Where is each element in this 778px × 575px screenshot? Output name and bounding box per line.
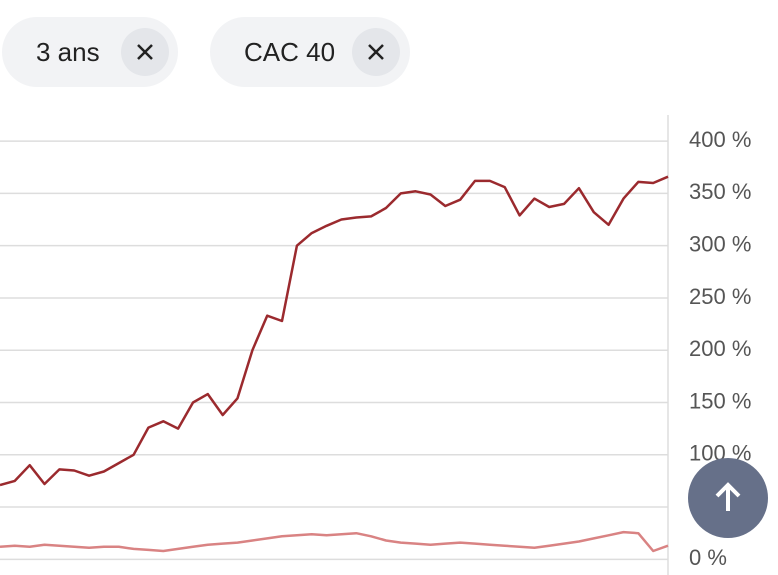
scroll-top-button[interactable]	[688, 458, 768, 538]
chip-label: CAC 40	[244, 36, 336, 67]
y-tick-label: 0 %	[689, 545, 727, 570]
line	[0, 175, 669, 487]
arrow-up-icon	[715, 482, 741, 511]
close-icon	[137, 44, 153, 60]
y-tick-label: 300 %	[689, 231, 751, 256]
remove-button[interactable]	[121, 28, 169, 76]
remove-button[interactable]	[352, 28, 400, 76]
line	[0, 530, 669, 553]
y-tick-label: 400 %	[689, 127, 751, 152]
y-tick-label: 250 %	[689, 284, 751, 309]
y-tick-label: 200 %	[689, 336, 751, 361]
close-icon	[368, 44, 384, 60]
filter-chip[interactable]: CAC 40	[210, 17, 410, 87]
y-tick-label: 350 %	[689, 179, 751, 204]
chip-label: 3 ans	[36, 36, 100, 67]
y-tick-label: 150 %	[689, 388, 751, 413]
filter-chip[interactable]: 3 ans	[2, 17, 178, 87]
